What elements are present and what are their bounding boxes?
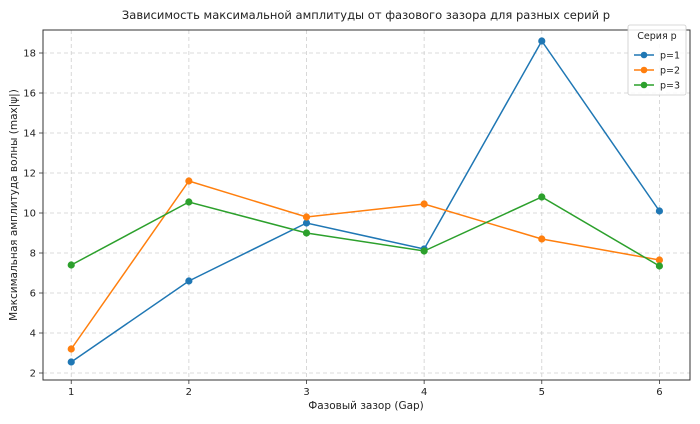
data-point-marker (67, 345, 75, 353)
data-point-marker (302, 229, 311, 237)
data-point-marker (655, 256, 664, 264)
legend-title: Серия p (637, 31, 676, 42)
series-p3 (67, 193, 664, 270)
x-tick-label: 5 (539, 387, 545, 398)
y-axis-ticks: 2 4 6 8 10 12 14 16 18 (23, 49, 43, 380)
y-tick-label: 4 (30, 329, 36, 340)
plot-frame (42, 29, 691, 381)
legend-box (627, 24, 687, 96)
data-point-marker (302, 213, 311, 221)
series-line (70, 196, 660, 267)
y-tick-label: 6 (30, 289, 36, 300)
legend-label: p=2 (660, 66, 680, 77)
series-p2 (67, 177, 664, 353)
x-axis-label: Фазовый зазор (Gap) (308, 400, 424, 412)
x-tick-label: 6 (656, 387, 662, 398)
legend-label: p=3 (660, 81, 680, 92)
data-point-marker (302, 219, 311, 227)
y-tick-label: 2 (30, 369, 36, 380)
y-tick-label: 18 (23, 49, 36, 60)
data-point-marker (420, 247, 428, 255)
data-point-marker (67, 261, 75, 269)
y-tick-label: 12 (23, 169, 36, 180)
legend-item: p=3 (634, 81, 680, 92)
y-tick-label: 10 (23, 209, 36, 220)
x-axis-ticks: 1 2 3 4 5 6 (68, 380, 663, 398)
legend-marker-icon (640, 66, 648, 74)
data-point-marker (538, 235, 546, 243)
grid-lines (43, 30, 690, 380)
data-point-marker (538, 37, 546, 45)
series-line (70, 180, 660, 350)
legend-marker-icon (640, 81, 648, 89)
data-point-marker (655, 262, 664, 270)
y-axis-label: Максимальная амплитуда волны (max|ψ|) (8, 89, 20, 321)
y-tick-label: 16 (23, 89, 36, 100)
legend-item: p=1 (634, 51, 680, 62)
y-tick-label: 14 (23, 129, 36, 140)
series-group (67, 37, 664, 366)
legend-item: p=2 (634, 66, 680, 77)
data-point-marker (67, 358, 75, 366)
data-point-marker (420, 200, 428, 208)
data-point-marker (185, 177, 193, 185)
series-line (70, 39, 661, 363)
x-tick-label: 3 (303, 387, 309, 398)
data-point-marker (185, 198, 193, 206)
series-p1 (67, 37, 664, 366)
y-tick-label: 8 (30, 249, 36, 260)
chart-title: Зависимость максимальной амплитуды от фа… (122, 8, 610, 22)
data-point-marker (185, 277, 193, 285)
x-tick-label: 4 (421, 387, 427, 398)
data-point-marker (655, 207, 664, 215)
data-point-marker (538, 193, 546, 201)
x-tick-label: 1 (68, 387, 74, 398)
legend: Серия p p=1 p=2 p=3 (627, 24, 687, 96)
legend-marker-icon (640, 51, 648, 59)
legend-label: p=1 (660, 51, 680, 62)
x-tick-label: 2 (186, 387, 192, 398)
